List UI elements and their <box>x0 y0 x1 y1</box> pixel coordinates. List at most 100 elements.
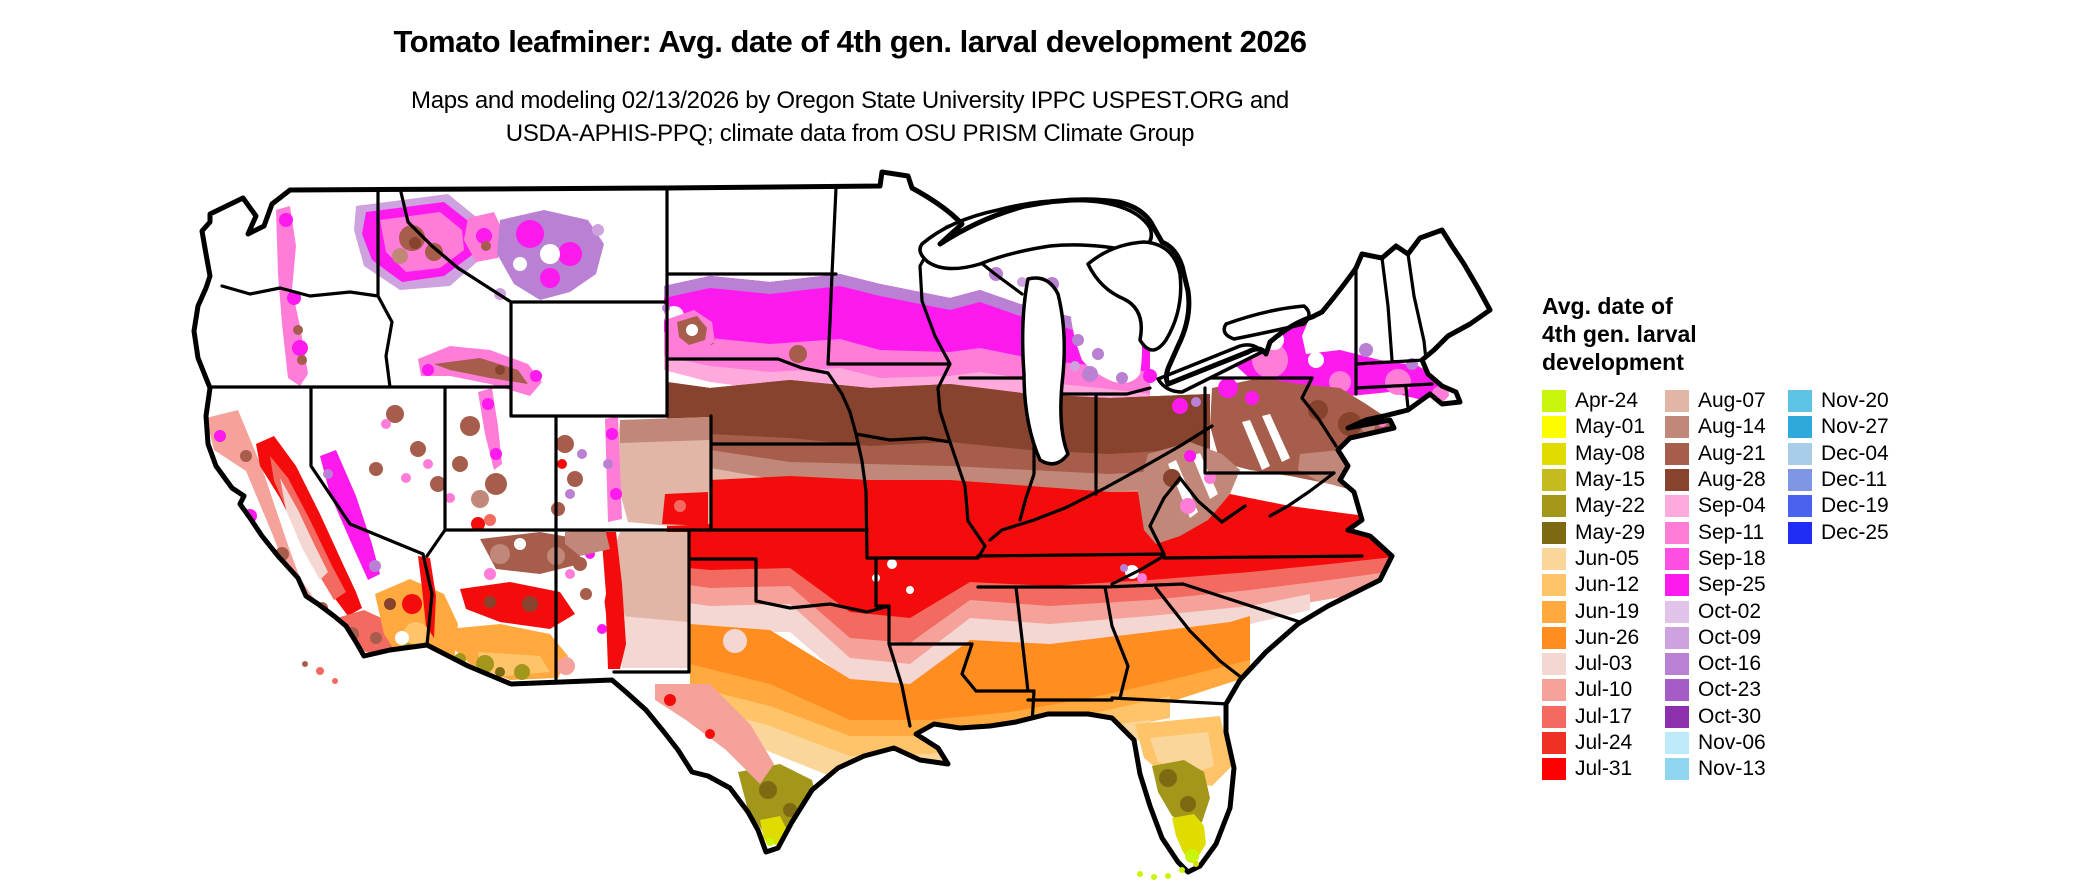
lake-huron <box>1086 240 1183 352</box>
legend-swatch <box>1665 626 1689 649</box>
legend-label: Aug-14 <box>1698 415 1766 439</box>
subtitle-line-2: USDA-APHIS-PPQ; climate data from OSU PR… <box>505 120 1195 147</box>
legend-label: May-15 <box>1575 468 1646 492</box>
legend-swatch <box>1542 626 1566 649</box>
legend-swatch <box>1788 442 1812 465</box>
lake-michigan <box>1020 276 1070 466</box>
legend-label: Jul-31 <box>1575 757 1633 781</box>
page-subtitle: Maps and modeling 02/13/2026 by Oregon S… <box>0 84 1700 150</box>
legend-entry: May-08 <box>1542 441 1645 467</box>
legend-label: Aug-28 <box>1698 468 1766 492</box>
legend-label: Jul-17 <box>1575 704 1633 728</box>
legend-swatch <box>1788 495 1812 518</box>
legend-entry: Jul-24 <box>1542 730 1645 756</box>
legend-entry: May-29 <box>1542 519 1645 545</box>
legend-swatch <box>1542 732 1566 754</box>
legend-columns: Apr-24 May-01 May-08 May-15 May-22 May-29 Jun-… <box>1542 388 1962 788</box>
legend-swatch <box>1665 758 1689 781</box>
legend-swatch <box>1788 521 1812 544</box>
legend-swatch <box>1665 705 1689 728</box>
legend-entry: Apr-24 <box>1542 388 1645 414</box>
legend-swatch <box>1542 495 1566 518</box>
legend-entry: Oct-30 <box>1665 704 1766 730</box>
legend-swatch <box>1542 679 1566 702</box>
legend-label: Sep-18 <box>1698 546 1766 570</box>
legend-label: May-29 <box>1575 520 1646 544</box>
legend-label: Oct-23 <box>1698 678 1762 702</box>
legend-entry: Nov-20 <box>1788 388 1889 414</box>
legend-entry: Aug-28 <box>1665 467 1766 493</box>
legend-label: Sep-04 <box>1698 494 1766 518</box>
legend-swatch <box>1665 521 1689 544</box>
us-outline <box>191 169 1493 875</box>
legend-label: Sep-25 <box>1698 573 1766 597</box>
legend-swatch <box>1542 574 1566 597</box>
legend-label: Oct-09 <box>1698 625 1762 649</box>
legend-swatch <box>1788 390 1812 413</box>
legend-entry: Sep-25 <box>1665 572 1766 598</box>
legend-label: May-08 <box>1575 441 1646 465</box>
legend-swatch <box>1542 705 1566 728</box>
legend-entry: Aug-07 <box>1665 388 1766 414</box>
legend-entry: Oct-23 <box>1665 677 1766 703</box>
page-title: Tomato leafminer: Avg. date of 4th gen. … <box>393 24 1307 59</box>
legend-swatch <box>1665 495 1689 518</box>
legend-entry: Nov-06 <box>1665 730 1766 756</box>
legend-swatch <box>1665 416 1689 439</box>
legend-swatch <box>1788 416 1812 439</box>
legend-label: Apr-24 <box>1575 389 1639 413</box>
legend-swatch <box>1542 469 1566 492</box>
legend-swatch <box>1665 653 1689 676</box>
legend-entry: Dec-11 <box>1788 467 1889 493</box>
legend-label: Jun-05 <box>1575 546 1640 570</box>
legend-entry: May-22 <box>1542 493 1645 519</box>
legend-swatch <box>1665 390 1689 413</box>
legend-column-3: Nov-20 Nov-27 Dec-04 Dec-11 Dec-19 Dec-25 <box>1788 388 1889 546</box>
legend-swatch <box>1665 679 1689 702</box>
legend-label: Dec-11 <box>1821 468 1888 492</box>
legend-swatch <box>1542 390 1566 413</box>
legend-label: May-22 <box>1575 494 1646 518</box>
legend-label: May-01 <box>1575 415 1646 439</box>
legend-label: Oct-16 <box>1698 652 1762 676</box>
legend-entry: Jun-19 <box>1542 598 1645 624</box>
legend-entry: Jul-31 <box>1542 756 1645 782</box>
legend-entry: Nov-13 <box>1665 756 1766 782</box>
legend-label: Jul-24 <box>1575 731 1633 754</box>
legend-label: Nov-20 <box>1821 389 1889 413</box>
legend-entry: May-15 <box>1542 467 1645 493</box>
offshore-islands <box>302 661 1199 880</box>
legend-swatch <box>1665 547 1689 570</box>
legend-swatch <box>1542 442 1566 465</box>
legend-label: Jun-19 <box>1575 599 1640 623</box>
map-svg <box>191 169 1493 880</box>
legend-entry: Nov-27 <box>1788 414 1889 440</box>
legend-entry: Sep-18 <box>1665 546 1766 572</box>
legend-label: Dec-04 <box>1821 441 1889 465</box>
lake-ontario <box>1222 304 1311 341</box>
legend-entry: Jul-03 <box>1542 651 1645 677</box>
legend-label: Dec-25 <box>1821 520 1889 544</box>
legend-entry: Sep-11 <box>1665 519 1766 545</box>
subtitle-line-1: Maps and modeling 02/13/2026 by Oregon S… <box>411 87 1289 114</box>
legend-entry: May-01 <box>1542 414 1645 440</box>
map-legend: Avg. date of 4th gen. larval development… <box>1542 292 1962 788</box>
legend-label: Jun-12 <box>1575 573 1640 597</box>
legend-swatch <box>1665 469 1689 492</box>
us-map <box>150 126 1510 888</box>
legend-swatch <box>1665 732 1689 754</box>
legend-column-2: Aug-07 Aug-14 Aug-21 Aug-28 Sep-04 Sep-11 Sep-… <box>1665 388 1766 782</box>
legend-label: Dec-19 <box>1821 494 1889 518</box>
legend-entry: Oct-02 <box>1665 598 1766 624</box>
legend-swatch <box>1542 758 1566 781</box>
legend-label: Oct-02 <box>1698 599 1762 623</box>
legend-swatch <box>1542 547 1566 570</box>
legend-entry: Oct-09 <box>1665 625 1766 651</box>
legend-label: Aug-21 <box>1698 441 1766 465</box>
legend-entry: Jul-17 <box>1542 704 1645 730</box>
legend-entry: Sep-04 <box>1665 493 1766 519</box>
legend-swatch <box>1665 574 1689 597</box>
legend-swatch <box>1665 442 1689 465</box>
legend-title: Avg. date of 4th gen. larval development <box>1542 292 1962 376</box>
